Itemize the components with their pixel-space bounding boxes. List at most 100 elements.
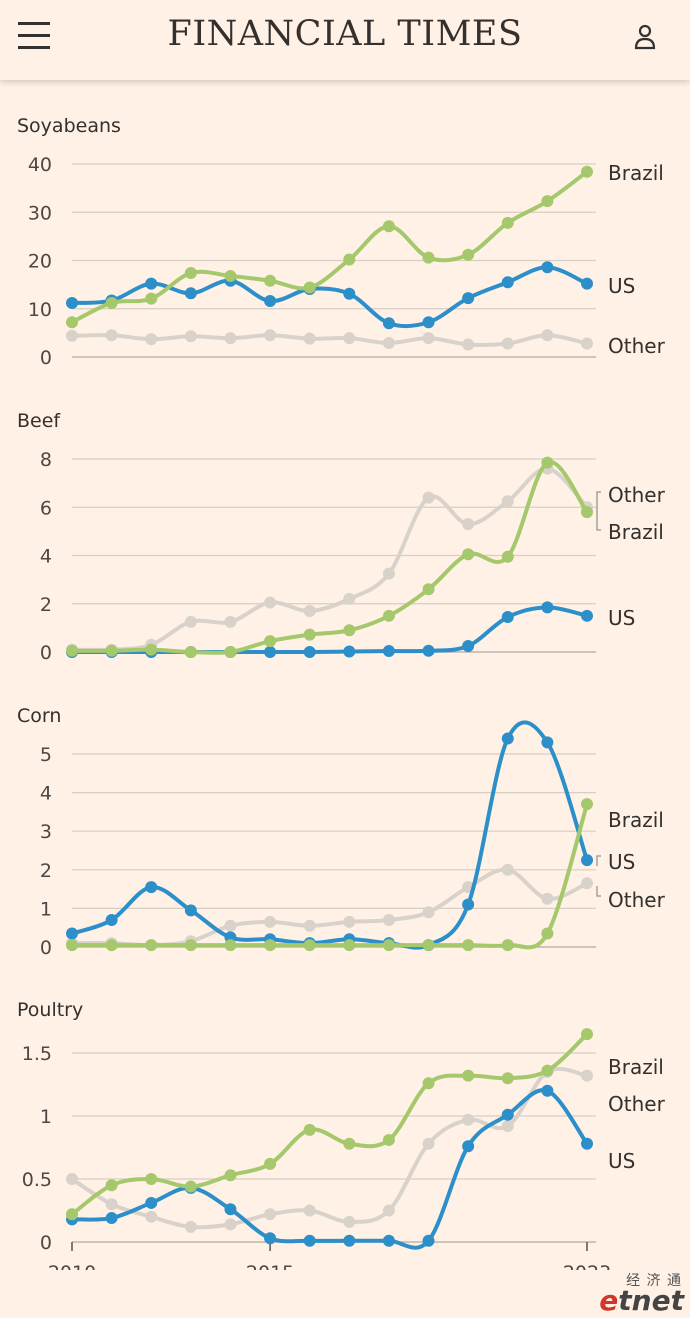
data-point-other xyxy=(343,592,356,605)
chart-title: Soyabeans xyxy=(17,115,121,137)
data-point-brazil xyxy=(382,939,395,952)
data-point-us xyxy=(422,1234,435,1247)
data-point-brazil xyxy=(303,939,316,952)
data-point-other xyxy=(501,337,514,350)
data-point-us xyxy=(343,645,356,658)
series-label-other: Other xyxy=(608,483,666,507)
x-tick-label: 2010 xyxy=(48,1262,96,1270)
data-point-other xyxy=(224,615,237,628)
y-tick-label: 0 xyxy=(40,347,52,369)
data-point-us xyxy=(264,1232,277,1245)
data-point-brazil xyxy=(105,644,118,657)
hamburger-menu-icon[interactable] xyxy=(18,22,50,50)
data-point-us xyxy=(303,646,316,658)
series-label-brazil: Brazil xyxy=(608,520,664,544)
y-tick-label: 8 xyxy=(40,449,52,471)
data-point-brazil xyxy=(66,939,78,952)
user-account-icon[interactable] xyxy=(630,22,660,52)
data-point-us xyxy=(581,277,593,290)
y-tick-label: 40 xyxy=(28,154,52,176)
data-point-brazil xyxy=(145,939,158,952)
data-point-brazil xyxy=(422,583,435,596)
data-point-other xyxy=(264,596,277,609)
data-point-other xyxy=(382,1204,395,1217)
data-point-us xyxy=(501,276,514,289)
y-tick-label: 20 xyxy=(28,251,52,273)
data-point-us xyxy=(462,1140,475,1153)
data-point-us xyxy=(303,1234,316,1247)
series-label-brazil: Brazil xyxy=(608,808,664,832)
data-point-other xyxy=(501,863,514,876)
data-point-other xyxy=(105,329,118,342)
y-tick-label: 2 xyxy=(40,860,52,882)
data-point-other xyxy=(145,1210,158,1223)
data-point-other xyxy=(501,495,514,508)
data-point-us xyxy=(382,1234,395,1247)
y-tick-label: 6 xyxy=(40,497,52,519)
data-point-us xyxy=(501,611,514,624)
data-point-us xyxy=(541,601,554,614)
series-label-brazil: Brazil xyxy=(608,1055,664,1079)
data-point-us xyxy=(382,645,395,658)
y-tick-label: 4 xyxy=(40,546,52,568)
data-point-brazil xyxy=(343,253,356,266)
data-point-other xyxy=(264,329,277,342)
y-tick-label: 0 xyxy=(40,1232,52,1254)
data-point-other xyxy=(224,332,237,345)
data-point-brazil xyxy=(581,165,593,178)
data-point-brazil xyxy=(501,216,514,229)
data-point-brazil xyxy=(343,1137,356,1150)
series-label-us: US xyxy=(608,850,635,874)
y-tick-label: 0.5 xyxy=(22,1169,52,1191)
data-point-other xyxy=(66,329,78,342)
data-point-brazil xyxy=(422,1077,435,1090)
data-point-other xyxy=(303,919,316,932)
data-point-us xyxy=(422,644,435,657)
data-point-us xyxy=(184,904,197,917)
masthead-logo[interactable]: FINANCIAL TIMES xyxy=(167,14,523,54)
data-point-us xyxy=(105,1212,118,1225)
top-bar: FINANCIAL TIMES xyxy=(0,0,690,80)
data-point-other xyxy=(422,332,435,345)
data-point-us xyxy=(581,854,593,867)
data-point-other xyxy=(343,1215,356,1228)
data-point-brazil xyxy=(303,628,316,641)
data-point-other xyxy=(422,491,435,504)
data-point-us xyxy=(581,609,593,622)
data-point-brazil xyxy=(303,1123,316,1136)
data-point-other xyxy=(303,604,316,617)
data-point-brazil xyxy=(462,1069,475,1082)
data-point-us xyxy=(264,646,277,658)
data-point-us xyxy=(501,1108,514,1121)
data-point-other xyxy=(581,337,593,350)
series-line-us xyxy=(70,720,589,950)
data-point-brazil xyxy=(462,548,475,561)
data-point-us xyxy=(382,317,395,330)
y-tick-label: 4 xyxy=(40,783,52,805)
data-point-us xyxy=(343,1234,356,1247)
data-point-other xyxy=(184,330,197,343)
data-point-brazil xyxy=(184,939,197,952)
charts-area: Soyabeans010203040OtherUSBrazilBeef02468… xyxy=(17,115,666,1270)
data-point-brazil xyxy=(382,609,395,622)
data-point-us xyxy=(462,898,475,911)
etnet-watermark: 经 济 通 etnet xyxy=(599,1273,684,1317)
data-point-other xyxy=(343,332,356,345)
label-bracket xyxy=(596,491,601,531)
data-point-us xyxy=(105,913,118,926)
data-point-brazil xyxy=(501,939,514,952)
data-point-brazil xyxy=(184,646,197,658)
data-point-brazil xyxy=(224,269,237,282)
data-point-us xyxy=(422,316,435,329)
data-point-brazil xyxy=(66,644,78,657)
data-point-brazil xyxy=(66,316,78,329)
data-point-brazil xyxy=(382,1133,395,1146)
data-point-other xyxy=(184,615,197,628)
data-point-us xyxy=(462,292,475,305)
data-point-other xyxy=(184,1220,197,1233)
data-point-us xyxy=(145,881,158,894)
data-point-other xyxy=(224,919,237,932)
data-point-brazil xyxy=(224,939,237,952)
chart-title: Corn xyxy=(17,705,61,727)
series-label-other: Other xyxy=(608,1092,666,1116)
